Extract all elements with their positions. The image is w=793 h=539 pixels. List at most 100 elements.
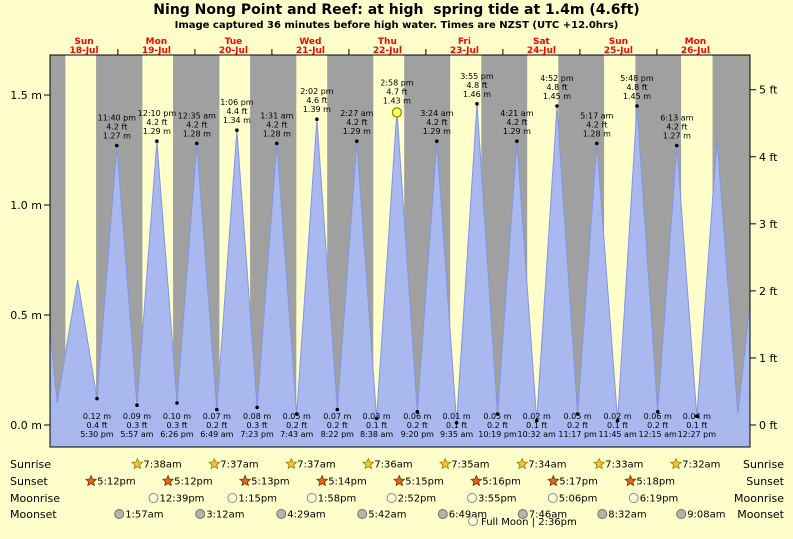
low-tide-height-m: 0.08 m (243, 412, 271, 421)
high-tide-height-m: 1.29 m (343, 127, 371, 136)
high-tide-time: 11:40 pm (98, 114, 137, 123)
low-tide-time: 12:15 am (639, 430, 678, 439)
high-tide-height-m: 1.29 m (503, 127, 531, 136)
day-date-label: 19-Jul (142, 46, 171, 56)
moonrise-time: 1:58pm (318, 494, 357, 505)
sunrise-star-icon (594, 459, 604, 469)
high-tide-marker (275, 142, 279, 146)
sunrise-time: 7:37am (220, 460, 258, 471)
sunrise-time: 7:38am (143, 460, 181, 471)
high-tide-height-m: 1.39 m (303, 105, 331, 114)
high-tide-time: 6:13 am (660, 114, 693, 123)
moonrise-icon (548, 494, 557, 503)
moonset-time: 1:57am (125, 510, 163, 521)
sunset-time: 5:16pm (482, 477, 521, 488)
high-tide-time: 2:27 am (340, 109, 373, 118)
sunset-star-icon (471, 476, 481, 486)
day-date-label: 25-Jul (604, 46, 633, 56)
day-date-label: 22-Jul (373, 46, 402, 56)
low-tide-time: 7:23 pm (240, 430, 274, 439)
moonset-time: 8:32am (608, 510, 646, 521)
high-tide-marker (595, 142, 599, 146)
high-tide-time: 1:06 pm (220, 98, 254, 107)
high-tide-marker (675, 144, 679, 148)
sunset-star-icon (163, 476, 173, 486)
sunrise-star-icon (286, 459, 297, 469)
y-axis-label-right: 5 ft (759, 84, 778, 97)
sunset-time: 5:13pm (251, 477, 290, 488)
high-tide-height-m: 1.29 m (423, 127, 451, 136)
low-tide-height-m: 0.05 m (564, 412, 592, 421)
moonset-icon (438, 510, 447, 519)
low-tide-height-m: 0.12 m (83, 412, 111, 421)
sunrise-time: 7:37am (297, 460, 335, 471)
sunset-time: 5:14pm (328, 477, 367, 488)
sunrise-time: 7:35am (451, 460, 489, 471)
sunset-star-icon (394, 476, 405, 486)
high-tide-time: 2:02 pm (300, 87, 334, 96)
high-tide-height-m: 1.29 m (143, 127, 171, 136)
low-tide-height-m: 0.10 m (163, 412, 191, 421)
moonset-icon (277, 510, 286, 519)
low-tide-time: 6:26 pm (160, 430, 194, 439)
low-tide-height-ft: 0.2 ft (647, 421, 668, 430)
high-tide-marker (555, 104, 559, 108)
low-tide-height-m: 0.09 m (123, 412, 151, 421)
moonset-row-label-left: Moonset (10, 508, 57, 521)
low-tide-time: 9:35 am (440, 430, 473, 439)
sunrise-star-icon (517, 459, 527, 469)
moonrise-time: 3:55pm (478, 494, 517, 505)
moonrise-icon (149, 494, 158, 503)
low-tide-height-ft: 0.2 ft (407, 421, 428, 430)
high-tide-marker (195, 142, 199, 146)
low-tide-height-m: 0.01 m (443, 412, 471, 421)
sunrise-star-icon (671, 459, 682, 469)
low-tide-marker (175, 401, 179, 405)
y-axis-label-right: 2 ft (759, 285, 778, 298)
moonset-time: 4:29am (287, 510, 325, 521)
low-tide-height-m: 0.07 m (323, 412, 351, 421)
sunset-time: 5:12pm (174, 477, 213, 488)
low-tide-time: 11:45 am (598, 430, 637, 439)
sunset-row-label-left: Sunset (10, 475, 48, 488)
chart-title: Ning Nong Point and Reef: at high spring… (0, 2, 793, 18)
low-tide-height-m: 0.05 m (283, 412, 311, 421)
low-tide-time: 6:49 am (200, 430, 233, 439)
low-tide-height-ft: 0.1 ft (607, 421, 628, 430)
low-tide-height-ft: 0.1 ft (366, 421, 387, 430)
y-axis-label-right: 4 ft (759, 151, 778, 164)
moonrise-icon (468, 494, 477, 503)
sunrise-time: 7:36am (374, 460, 412, 471)
day-date-label: 23-Jul (450, 46, 479, 56)
moonset-time: 3:12am (206, 510, 244, 521)
tide-chart-page: 0.0 m0.5 m1.0 m1.5 m0 ft1 ft2 ft3 ft4 ft… (0, 0, 793, 539)
low-tide-marker (255, 406, 259, 410)
moonset-row-label-right: Moonset (737, 508, 784, 521)
y-axis-label-right: 0 ft (759, 419, 778, 432)
low-tide-height-ft: 0.1 ft (686, 421, 707, 430)
high-tide-height-m: 1.46 m (463, 90, 491, 99)
high-tide-height-ft: 4.8 ft (466, 81, 487, 90)
current-tide-marker (392, 108, 401, 117)
high-tide-height-ft: 4.2 ft (666, 123, 687, 132)
high-tide-height-ft: 4.2 ft (186, 120, 207, 129)
sunset-row-label-right: Sunset (746, 475, 784, 488)
high-tide-marker (235, 128, 239, 132)
low-tide-height-ft: 0.1 ft (526, 421, 547, 430)
chart-subtitle: Image captured 36 minutes before high wa… (0, 20, 793, 31)
moonset-icon (677, 510, 686, 519)
day-date-label: 20-Jul (219, 46, 248, 56)
low-tide-time: 9:20 pm (401, 430, 435, 439)
low-tide-time: 10:19 pm (478, 430, 517, 439)
low-tide-height-ft: 0.2 ft (487, 421, 508, 430)
full-moon-icon (469, 517, 478, 526)
low-tide-height-m: 0.02 m (523, 412, 551, 421)
low-tide-time: 8:38 am (360, 430, 393, 439)
low-tide-height-m: 0.06 m (403, 412, 431, 421)
tide-chart: 0.0 m0.5 m1.0 m1.5 m0 ft1 ft2 ft3 ft4 ft… (0, 0, 793, 539)
moonrise-row-label-left: Moonrise (10, 492, 60, 505)
high-tide-time: 12:10 pm (138, 109, 177, 118)
high-tide-height-m: 1.34 m (223, 116, 251, 125)
moonrise-time: 6:19pm (640, 494, 679, 505)
sunset-star-icon (548, 476, 559, 486)
